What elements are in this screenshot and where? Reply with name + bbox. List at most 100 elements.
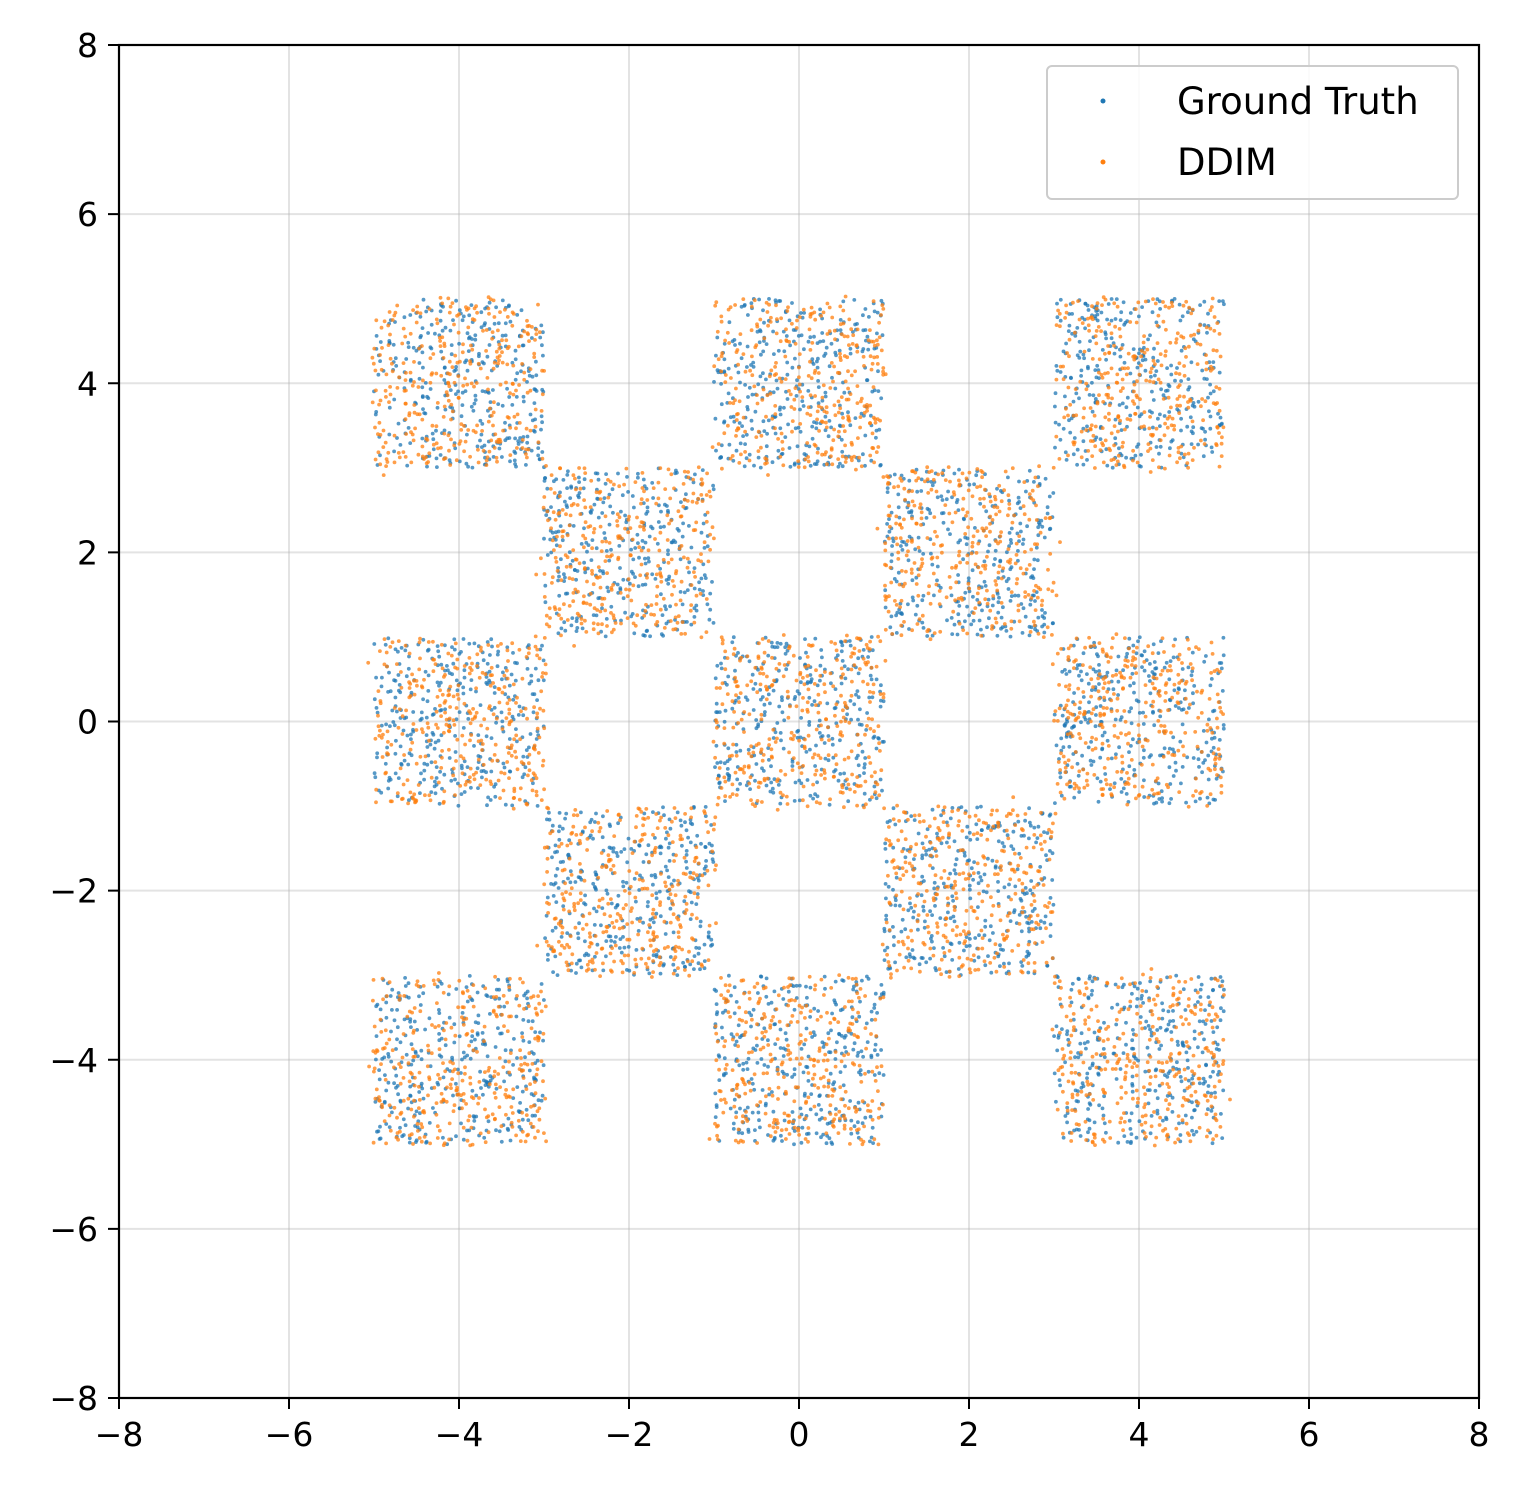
point-ddim [1061, 377, 1066, 382]
point-ground-truth [1036, 525, 1041, 530]
point-ground-truth [771, 1109, 776, 1114]
point-ground-truth [1059, 736, 1064, 741]
point-ground-truth [940, 498, 945, 502]
point-ground-truth [1101, 1047, 1106, 1051]
point-ground-truth [485, 994, 490, 998]
point-ground-truth [605, 891, 610, 896]
point-ground-truth [808, 673, 813, 677]
point-ground-truth [869, 1053, 874, 1058]
point-ddim [442, 457, 446, 461]
point-ground-truth [701, 521, 706, 526]
point-ground-truth [1220, 1136, 1225, 1140]
point-ground-truth [1161, 393, 1166, 398]
point-ground-truth [838, 772, 843, 776]
point-ddim [1089, 423, 1094, 428]
point-ddim [381, 473, 386, 477]
point-ground-truth [417, 994, 421, 999]
point-ddim [778, 454, 783, 459]
point-ddim [841, 424, 846, 428]
point-ground-truth [373, 412, 378, 417]
point-ddim [764, 457, 769, 462]
point-ground-truth [745, 1105, 750, 1110]
point-ground-truth [874, 746, 879, 751]
point-ground-truth [685, 588, 690, 592]
point-ground-truth [894, 613, 898, 618]
point-ground-truth [1172, 688, 1177, 693]
point-ground-truth [1121, 300, 1126, 305]
point-ground-truth [503, 692, 508, 697]
point-ddim [793, 341, 798, 346]
point-ground-truth [962, 948, 966, 953]
point-ground-truth [1209, 445, 1214, 450]
point-ground-truth [460, 1011, 465, 1015]
point-ground-truth [1157, 797, 1162, 801]
point-ddim [749, 328, 754, 333]
point-ground-truth [384, 1015, 389, 1020]
point-ground-truth [1067, 744, 1072, 749]
point-ddim [790, 321, 794, 326]
point-ground-truth [485, 640, 490, 644]
point-ddim [1138, 397, 1142, 402]
point-ground-truth [437, 1008, 441, 1012]
point-ddim [403, 334, 408, 339]
point-ground-truth [671, 930, 676, 935]
point-ground-truth [1142, 668, 1147, 673]
point-ground-truth [725, 682, 729, 687]
point-ddim [517, 421, 522, 425]
point-ground-truth [435, 680, 440, 685]
point-ground-truth [738, 748, 743, 753]
point-ground-truth [1160, 1001, 1164, 1006]
point-ground-truth [473, 398, 478, 402]
point-ground-truth [742, 304, 747, 308]
point-ground-truth [772, 1135, 777, 1140]
point-ground-truth [420, 385, 425, 390]
point-ground-truth [404, 1052, 409, 1057]
point-ddim [1135, 460, 1140, 465]
point-ddim [858, 415, 863, 419]
point-ddim [855, 384, 860, 388]
point-ground-truth [1218, 415, 1223, 420]
point-ground-truth [899, 544, 903, 548]
point-ground-truth [1027, 468, 1032, 473]
point-ground-truth [714, 743, 719, 748]
point-ground-truth [1128, 1141, 1133, 1145]
point-ground-truth [452, 637, 457, 642]
point-ddim [819, 314, 823, 318]
point-ground-truth [503, 1048, 508, 1053]
point-ground-truth [1136, 639, 1140, 644]
point-ground-truth [405, 463, 410, 468]
point-ground-truth [762, 702, 767, 707]
point-ground-truth [466, 349, 471, 353]
point-ground-truth [1196, 399, 1201, 404]
point-ddim [492, 400, 496, 405]
point-ground-truth [1000, 841, 1005, 845]
point-ddim [488, 297, 493, 302]
point-ground-truth [1093, 368, 1098, 372]
point-ground-truth [869, 1135, 874, 1140]
point-ground-truth [520, 1031, 524, 1035]
point-ddim [385, 460, 390, 464]
point-ground-truth [881, 990, 886, 995]
point-ground-truth [848, 643, 853, 648]
point-ddim [403, 455, 408, 459]
point-ground-truth [604, 549, 609, 553]
point-ground-truth [508, 459, 512, 464]
point-ddim [469, 343, 473, 348]
point-ground-truth [718, 760, 723, 765]
point-ground-truth [1159, 639, 1163, 644]
point-ground-truth [793, 461, 797, 466]
point-ground-truth [915, 603, 920, 608]
point-ddim [710, 445, 715, 449]
point-ground-truth [795, 378, 799, 383]
point-ddim [1079, 455, 1084, 460]
point-ground-truth [979, 878, 984, 883]
point-ground-truth [433, 707, 437, 711]
point-ground-truth [880, 788, 884, 793]
point-ground-truth [516, 713, 521, 717]
point-ddim [488, 406, 492, 411]
point-ground-truth [1028, 602, 1033, 607]
point-ground-truth [713, 416, 718, 421]
point-ground-truth [396, 649, 400, 654]
point-ddim [857, 455, 861, 460]
point-ground-truth [503, 333, 508, 338]
